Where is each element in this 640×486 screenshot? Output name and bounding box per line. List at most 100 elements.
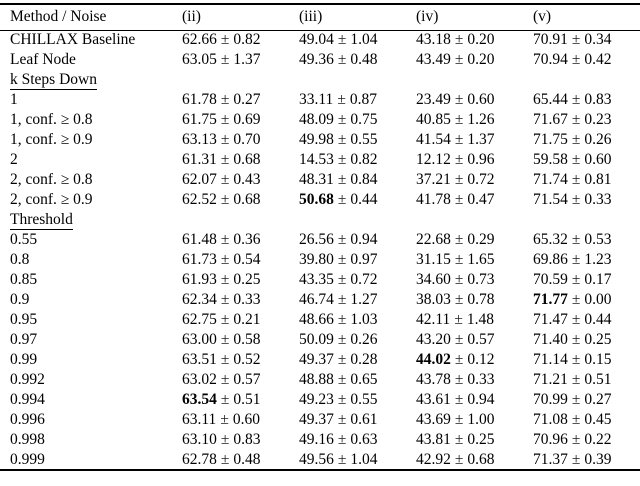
row-label-cell: 0.97 xyxy=(0,330,182,350)
cell-error: 1.48 xyxy=(466,311,494,328)
cell-error: 0.52 xyxy=(233,351,261,368)
cell-error: 0.39 xyxy=(584,450,612,468)
cell-value: 62.75 xyxy=(182,311,217,328)
cell-value: 70.96 xyxy=(533,431,568,448)
cell-value: 46.74 xyxy=(299,291,334,308)
value-cell: 49.04 ±1.04 xyxy=(299,30,416,50)
plus-minus-sign: ± xyxy=(571,271,581,288)
table-row: 2 61.31 ±0.68 14.53 ±0.82 12.12 ±0.96 59.58 ±0.6… xyxy=(0,150,640,170)
cell-value: 50.09 xyxy=(299,331,334,348)
cell-error: 1.03 xyxy=(350,311,378,328)
section-row: k Steps Down xyxy=(0,70,640,90)
value-cell: 26.56 ±0.94 xyxy=(299,230,416,250)
cell-value: 70.59 xyxy=(533,271,568,288)
row-label-cell: 0.996 xyxy=(0,410,182,430)
column-header-method-noise: Method / Noise xyxy=(0,4,182,31)
value-cell: 22.68 ±0.29 xyxy=(416,230,533,250)
cell-error: 0.43 xyxy=(233,171,261,188)
cell-value: 41.54 xyxy=(416,131,451,148)
value-cell: 71.47 ±0.44 xyxy=(533,310,640,330)
plus-minus-sign: ± xyxy=(454,450,464,468)
value-cell: 48.09 ±0.75 xyxy=(299,110,416,130)
plus-minus-sign: ± xyxy=(571,31,581,49)
table-row: 2, conf. ≥ 0.8 62.07 ±0.43 48.31 ±0.84 37.21 ±… xyxy=(0,170,640,190)
plus-minus-sign: ± xyxy=(571,391,581,408)
cell-error: 0.28 xyxy=(350,351,378,368)
row-label-cell: 0.992 xyxy=(0,370,182,390)
cell-error: 0.00 xyxy=(584,291,612,308)
cell-error: 0.83 xyxy=(584,91,612,108)
plus-minus-sign: ± xyxy=(220,351,230,368)
value-cell: 70.96 ±0.22 xyxy=(533,430,640,450)
plus-minus-sign: ± xyxy=(454,151,464,168)
value-cell: 49.23 ±0.55 xyxy=(299,390,416,410)
plus-minus-sign: ± xyxy=(454,271,464,288)
cell-error: 0.58 xyxy=(233,331,261,348)
cell-value: 63.51 xyxy=(182,351,217,368)
cell-error: 0.75 xyxy=(350,111,378,128)
cell-value: 65.44 xyxy=(533,91,568,108)
plus-minus-sign: ± xyxy=(571,371,581,388)
cell-value: 43.35 xyxy=(299,271,334,288)
cell-error: 0.27 xyxy=(233,91,261,108)
cell-value: 49.37 xyxy=(299,411,334,428)
plus-minus-sign: ± xyxy=(454,371,464,388)
cell-error: 0.20 xyxy=(467,51,495,68)
cell-error: 1.00 xyxy=(467,411,495,428)
cell-value: 70.94 xyxy=(533,51,568,68)
plus-minus-sign: ± xyxy=(571,131,581,148)
row-label: 1, conf. ≥ 0.9 xyxy=(10,131,93,148)
cell-error: 0.96 xyxy=(467,151,495,168)
plus-minus-sign: ± xyxy=(337,231,347,248)
cell-value: 71.21 xyxy=(533,371,568,388)
cell-value: 71.08 xyxy=(533,411,568,428)
plus-minus-sign: ± xyxy=(337,191,347,208)
row-label: Leaf Node xyxy=(10,51,76,68)
cell-error: 0.55 xyxy=(350,131,378,148)
cell-error: 0.97 xyxy=(350,251,378,268)
value-cell: 62.34 ±0.33 xyxy=(182,290,299,310)
cell-value: 71.37 xyxy=(533,450,568,468)
plus-minus-sign: ± xyxy=(337,131,347,148)
cell-error: 0.94 xyxy=(350,231,378,248)
plus-minus-sign: ± xyxy=(337,431,347,448)
value-cell: 50.09 ±0.26 xyxy=(299,330,416,350)
value-cell: 61.75 ±0.69 xyxy=(182,110,299,130)
plus-minus-sign: ± xyxy=(454,91,464,108)
value-cell: 48.88 ±0.65 xyxy=(299,370,416,390)
plus-minus-sign: ± xyxy=(220,431,230,448)
cell-value: 43.18 xyxy=(416,31,451,49)
cell-value: 42.92 xyxy=(416,450,451,468)
cell-value: 43.49 xyxy=(416,51,451,68)
value-cell: 62.52 ±0.68 xyxy=(182,190,299,210)
cell-error: 1.27 xyxy=(350,291,378,308)
cell-value: 41.78 xyxy=(416,191,451,208)
cell-value: 71.67 xyxy=(533,111,568,128)
cell-error: 0.68 xyxy=(467,450,495,468)
cell-value: 71.74 xyxy=(533,171,568,188)
cell-value: 49.23 xyxy=(299,391,334,408)
cell-value: 61.73 xyxy=(182,251,217,268)
table-row: 0.99 63.51 ±0.52 49.37 ±0.28 44.02 ±0.12 71.14 ±… xyxy=(0,350,640,370)
value-cell: 42.92 ±0.68 xyxy=(416,450,533,470)
value-cell: 63.51 ±0.52 xyxy=(182,350,299,370)
table-body: CHILLAX Baseline 62.66 ±0.82 49.04 ±1.04 43.1… xyxy=(0,30,640,470)
value-cell: 63.02 ±0.57 xyxy=(182,370,299,390)
row-label: 0.8 xyxy=(10,251,30,268)
cell-value: 38.03 xyxy=(416,291,451,308)
value-cell: 43.61 ±0.94 xyxy=(416,390,533,410)
cell-error: 0.81 xyxy=(584,171,612,188)
cell-value: 34.60 xyxy=(416,271,451,288)
table-row: 0.9 62.34 ±0.33 46.74 ±1.27 38.03 ±0.78 71.77 ±0… xyxy=(0,290,640,310)
value-cell: 63.11 ±0.60 xyxy=(182,410,299,430)
cell-value: 43.69 xyxy=(416,411,451,428)
cell-value: 49.04 xyxy=(299,31,334,49)
plus-minus-sign: ± xyxy=(571,91,581,108)
value-cell: 41.54 ±1.37 xyxy=(416,130,533,150)
plus-minus-sign: ± xyxy=(220,291,230,308)
value-cell: 61.48 ±0.36 xyxy=(182,230,299,250)
plus-minus-sign: ± xyxy=(571,291,581,308)
cell-value: 65.32 xyxy=(533,231,568,248)
value-cell: 49.37 ±0.61 xyxy=(299,410,416,430)
row-label: 0.95 xyxy=(10,311,38,328)
